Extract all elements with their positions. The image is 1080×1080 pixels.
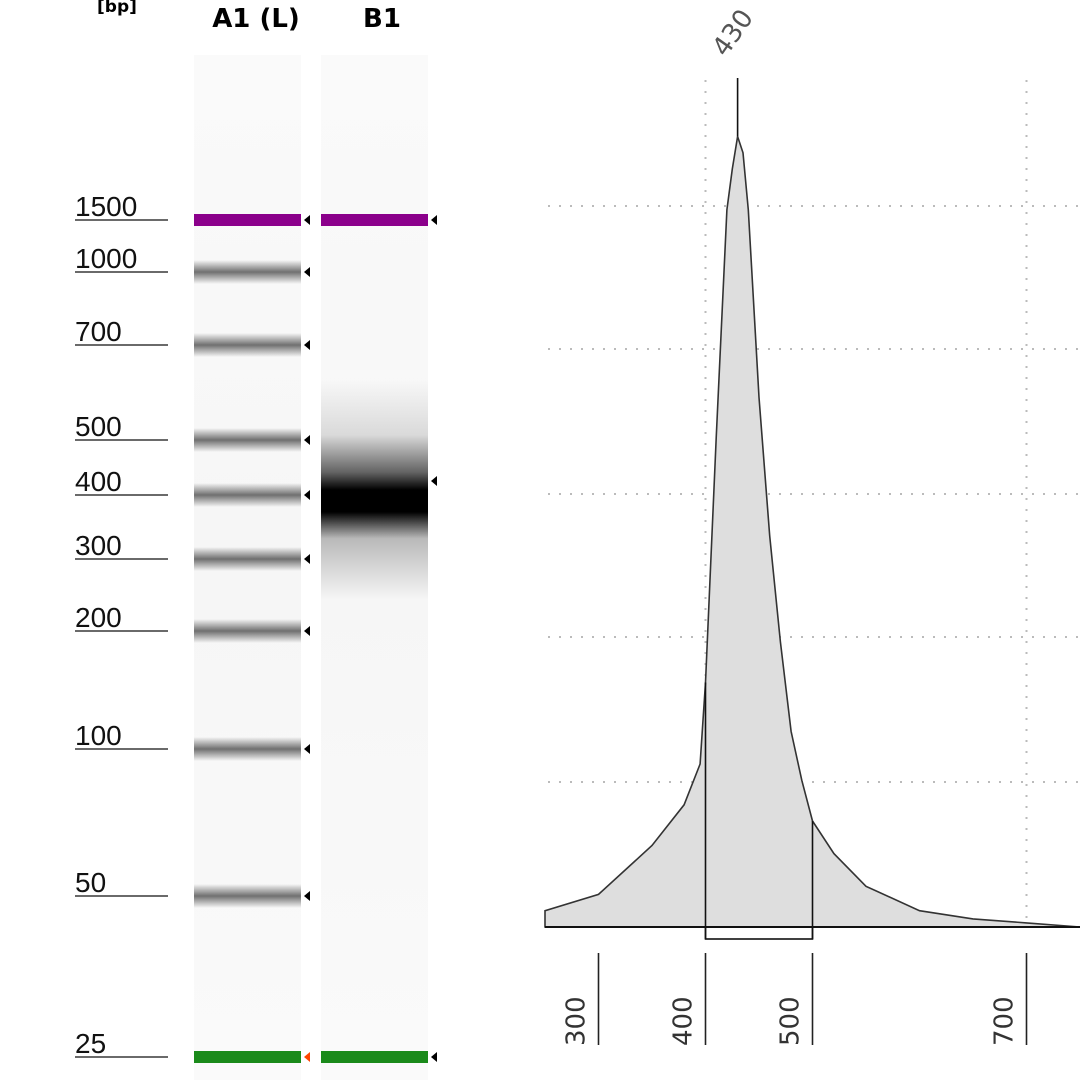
ladder-label-200: 200 (75, 602, 122, 633)
ep-grid (548, 80, 1080, 927)
ladder-band-a1-1000 (194, 260, 301, 284)
ep-area (544, 136, 1080, 928)
unit-label: [bp] (97, 0, 137, 17)
band-marker-a1-700 (304, 340, 310, 350)
ladder-label-1000: 1000 (75, 243, 137, 274)
a1-bands (194, 214, 310, 1063)
lane-title-b1: B1 (363, 4, 401, 34)
ladder-label-1500: 1500 (75, 191, 137, 222)
band-marker-a1-1500 (304, 215, 310, 225)
band-marker-b1-430 (431, 476, 437, 486)
band-marker-b1-25 (431, 1052, 437, 1062)
ladder-label-700: 700 (75, 316, 122, 347)
ep-tick-label-700: 700 (990, 996, 1020, 1046)
upper-marker-b1 (321, 214, 428, 226)
ladder-band-a1-400 (194, 483, 301, 507)
ladder-band-a1-700 (194, 333, 301, 357)
band-marker-a1-1000 (304, 267, 310, 277)
ep-peak-label: 430 (707, 4, 760, 62)
ladder-band-a1-200 (194, 619, 301, 643)
ladder-label-25: 25 (75, 1028, 106, 1059)
ep-x-ticks: 300 400 500 700 (562, 953, 1028, 1046)
ladder-band-a1-50 (194, 884, 301, 908)
band-marker-a1-200 (304, 626, 310, 636)
ep-tick-label-500: 500 (776, 996, 806, 1046)
ladder-group: 1500 1000 700 500 400 300 200 100 50 25 (75, 191, 168, 1059)
lower-marker-b1 (321, 1051, 428, 1063)
ladder-band-a1-100 (194, 737, 301, 761)
band-marker-a1-50 (304, 891, 310, 901)
ladder-label-100: 100 (75, 720, 122, 751)
band-marker-a1-400 (304, 490, 310, 500)
sample-band-b1 (321, 380, 428, 600)
ep-region-box (704, 926, 814, 940)
lower-marker-a1 (194, 1051, 301, 1063)
band-marker-a1-100 (304, 744, 310, 754)
lane-title-a1: A1 (L) (212, 4, 300, 34)
ladder-band-a1-300 (194, 547, 301, 571)
band-marker-a1-500 (304, 435, 310, 445)
ladder-band-a1-500 (194, 428, 301, 452)
ladder-label-400: 400 (75, 466, 122, 497)
ladder-label-500: 500 (75, 411, 122, 442)
band-marker-a1-25 (304, 1052, 310, 1062)
ep-tick-label-400: 400 (669, 996, 699, 1046)
gel-image: [bp] A1 (L) B1 1500 1000 700 500 400 300 200 10… (75, 0, 437, 1080)
upper-marker-a1 (194, 214, 301, 226)
ep-tick-label-300: 300 (562, 996, 592, 1046)
ladder-label-50: 50 (75, 867, 106, 898)
band-marker-a1-300 (304, 554, 310, 564)
ladder-label-300: 300 (75, 530, 122, 561)
band-marker-b1-1500 (431, 215, 437, 225)
